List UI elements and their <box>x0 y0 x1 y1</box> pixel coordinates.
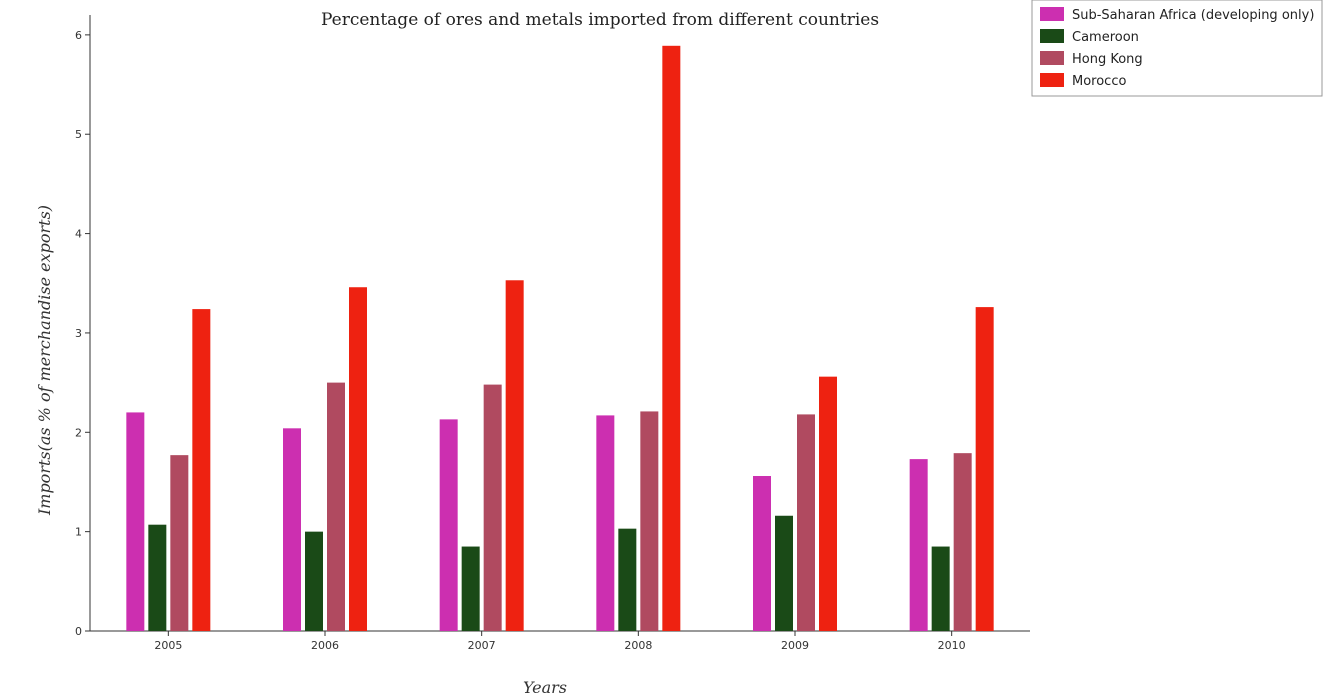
bar <box>819 376 837 631</box>
legend-label: Hong Kong <box>1072 52 1143 67</box>
legend-swatch <box>1040 51 1064 65</box>
bar <box>775 515 793 631</box>
y-axis-label: Imports(as % of merchandise exports) <box>35 205 54 516</box>
bar <box>975 307 994 631</box>
bar <box>596 415 615 631</box>
bar <box>170 455 189 631</box>
bar <box>909 459 928 631</box>
bar <box>461 546 480 631</box>
x-tick-label: 2009 <box>781 639 809 652</box>
x-axis-label: Years <box>523 678 567 697</box>
x-tick-label: 2010 <box>938 639 966 652</box>
bar <box>327 382 345 631</box>
legend-box <box>1031 0 1323 97</box>
bar <box>439 419 458 631</box>
x-tick-label: 2007 <box>468 639 496 652</box>
y-tick-label: 2 <box>75 426 82 439</box>
y-tick-label: 0 <box>75 625 82 638</box>
y-tick-label: 1 <box>75 526 82 539</box>
bar <box>349 287 367 631</box>
x-tick-label: 2005 <box>154 639 182 652</box>
bar <box>662 45 681 632</box>
bar <box>483 384 502 631</box>
plot-area: 0 1 2 3 4 5 6 2005 2006 2007 2008 2009 2010 <box>75 15 1030 652</box>
legend: Sub-Saharan Africa (developing only) Came… <box>1031 0 1323 97</box>
chart-title: Percentage of ores and metals imported f… <box>321 10 879 30</box>
legend-swatch <box>1040 7 1064 21</box>
bar <box>753 476 771 631</box>
bar <box>505 280 524 631</box>
bar <box>953 453 972 631</box>
legend-label: Cameroon <box>1072 30 1139 45</box>
y-tick-label: 5 <box>75 128 82 141</box>
bar <box>931 546 950 631</box>
bar <box>640 411 659 631</box>
bar <box>305 531 323 631</box>
legend-swatch <box>1040 29 1064 43</box>
bar <box>192 309 211 631</box>
legend-swatch <box>1040 73 1064 87</box>
legend-label: Sub-Saharan Africa (developing only) <box>1072 8 1314 23</box>
x-tick-label: 2008 <box>624 639 652 652</box>
bar <box>797 414 815 631</box>
bar <box>283 428 301 631</box>
x-tick-label: 2006 <box>311 639 339 652</box>
bar <box>148 524 167 631</box>
y-tick-label: 3 <box>75 327 82 340</box>
y-tick-label: 6 <box>75 29 82 42</box>
y-tick-label: 4 <box>75 228 82 241</box>
bar <box>126 412 145 631</box>
legend-label: Morocco <box>1072 74 1126 89</box>
bar <box>618 528 637 631</box>
